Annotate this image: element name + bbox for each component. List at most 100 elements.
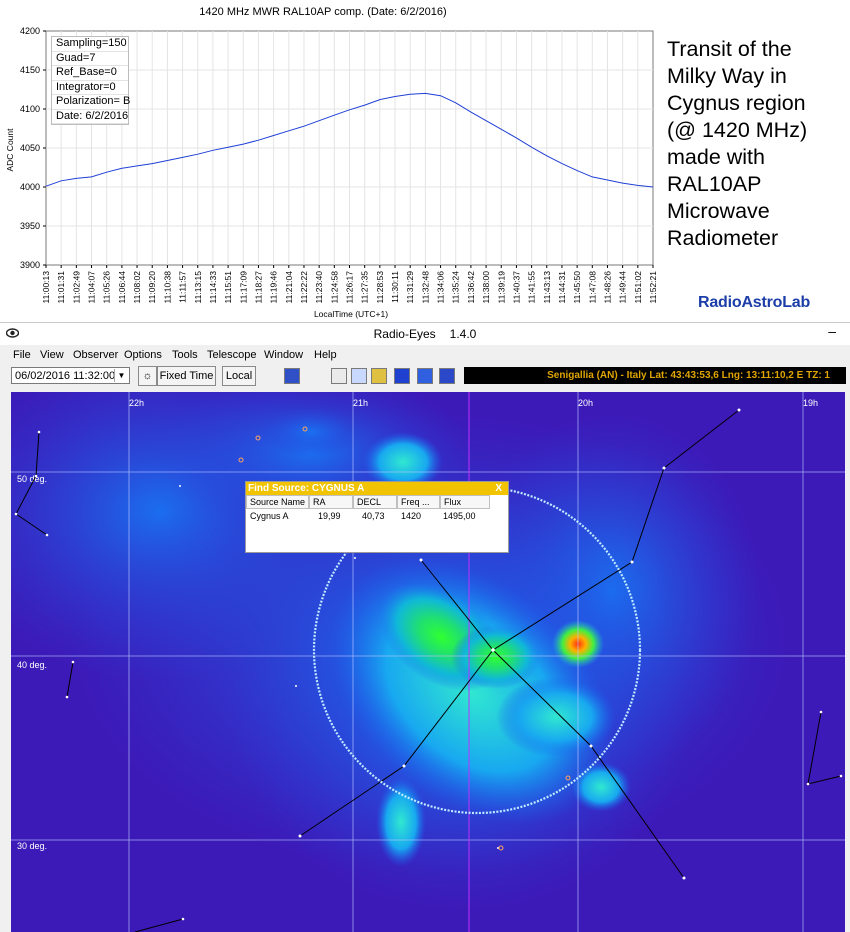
cell-flux: 1495,00	[443, 511, 476, 521]
x-tick-label: 11:22:22	[299, 271, 309, 304]
app-eye-icon[interactable]	[6, 327, 19, 339]
table-row[interactable]: Cygnus A 19,99 40,73 1420 1495,00	[246, 509, 508, 523]
y-tick-label: 4100	[20, 104, 40, 114]
x-tick-label: 11:02:49	[71, 271, 81, 304]
dec-label-30: 30 deg.	[17, 841, 47, 851]
x-tick-label: 11:49:44	[618, 271, 628, 304]
radioastrolab-logo: RadioAstroLab	[698, 294, 810, 312]
toolbar: 06/02/2016 11:32:00 ▼ ☼ Fixed Time Local…	[0, 366, 850, 390]
sky-map[interactable]: 22h 21h 20h 19h 50 deg. 40 deg. 30 deg.	[11, 392, 845, 932]
x-tick-label: 11:38:00	[481, 271, 491, 304]
caption-text: Transit of the Milky Way in Cygnus regio…	[667, 37, 808, 250]
chart-title: 1420 MHz MWR RAL10AP comp. (Date: 6/2/20…	[199, 6, 446, 18]
col-ra[interactable]: RA	[309, 495, 353, 509]
emission-map	[11, 392, 845, 932]
globe-icon[interactable]	[439, 368, 455, 384]
grid-icon[interactable]	[371, 368, 387, 384]
param-sampling: Sampling=150	[52, 37, 128, 52]
sky-map-canvas[interactable]: 22h 21h 20h 19h 50 deg. 40 deg. 30 deg.	[11, 392, 845, 932]
ra-label-22h: 22h	[129, 398, 144, 408]
x-tick-label: 11:52:21	[648, 271, 658, 304]
x-tick-label: 11:44:31	[557, 271, 567, 304]
x-tick-label: 11:36:42	[466, 271, 476, 304]
sky-view-icon[interactable]	[394, 368, 410, 384]
x-tick-label: 11:06:44	[117, 271, 127, 304]
x-tick-label: 11:05:26	[102, 271, 112, 304]
undo-icon[interactable]	[331, 368, 347, 384]
y-tick-label: 4000	[20, 182, 40, 192]
x-tick-label: 11:10:38	[162, 271, 172, 304]
cell-decl: 40,73	[362, 511, 385, 521]
target-icon[interactable]	[351, 368, 367, 384]
menu-telescope[interactable]: Telescope	[207, 349, 257, 361]
x-tick-label: 11:51:02	[633, 271, 643, 304]
menu-help[interactable]: Help	[314, 349, 337, 361]
x-tick-label: 11:43:13	[542, 271, 552, 304]
title-bar: Radio-Eyes 1.4.0 –	[0, 323, 850, 345]
y-axis-label: ADC Count	[5, 128, 15, 172]
x-tick-label: 11:34:06	[436, 271, 446, 304]
y-axis-ticks: 4200 4150 4100 4050 4000 3950 3900	[20, 26, 46, 270]
x-tick-label: 11:18:27	[253, 271, 263, 304]
col-source-name[interactable]: Source Name	[246, 495, 309, 509]
datetime-select[interactable]: 06/02/2016 11:32:00 ▼	[11, 367, 130, 384]
x-tick-label: 11:09:20	[147, 271, 157, 304]
ra-label-21h: 21h	[353, 398, 368, 408]
find-source-title-bar[interactable]: Find Source: CYGNUS A X	[246, 482, 508, 495]
x-tick-label: 11:01:31	[56, 271, 66, 304]
datetime-value: 06/02/2016 11:32:00	[15, 370, 116, 382]
close-icon[interactable]: X	[495, 483, 502, 494]
menu-options[interactable]: Options	[124, 349, 162, 361]
param-ref-base: Ref_Base=0	[52, 66, 128, 81]
app-version: 1.4.0	[449, 327, 477, 341]
fixed-time-button[interactable]: Fixed Time	[157, 366, 216, 386]
col-decl[interactable]: DECL	[353, 495, 397, 509]
dec-label-40: 40 deg.	[17, 660, 47, 670]
logo-part-2: Lab	[782, 294, 811, 311]
logo-part-1: RadioAstro	[698, 294, 783, 311]
x-tick-label: 11:26:17	[345, 271, 355, 304]
menu-observer[interactable]: Observer	[73, 349, 119, 361]
chart-icon[interactable]	[417, 368, 433, 384]
col-flux[interactable]: Flux	[440, 495, 490, 509]
find-source-dialog: Find Source: CYGNUS A X Source Name RA D…	[245, 481, 509, 553]
find-source-header: Source Name RA DECL Freq ... Flux	[246, 495, 508, 509]
x-tick-label: 11:13:15	[193, 271, 203, 304]
window-title: Radio-Eyes 1.4.0	[0, 327, 850, 341]
x-tick-label: 11:28:53	[375, 271, 385, 304]
x-tick-label: 11:00:13	[41, 271, 51, 304]
x-tick-label: 11:17:09	[238, 271, 248, 304]
ra-label-19h: 19h	[803, 398, 818, 408]
telescope-icon[interactable]	[284, 368, 300, 384]
app-name: Radio-Eyes	[373, 327, 436, 341]
sun-icon[interactable]: ☼	[138, 366, 157, 386]
menu-tools[interactable]: Tools	[172, 349, 198, 361]
source-markers	[238, 426, 571, 851]
menu-window[interactable]: Window	[264, 349, 304, 361]
menu-file[interactable]: File	[13, 349, 31, 361]
cell-ra: 19,99	[318, 511, 341, 521]
x-tick-label: 11:32:48	[420, 271, 430, 304]
x-tick-label: 11:14:33	[208, 271, 218, 304]
cell-freq: 1420	[401, 511, 422, 521]
location-status: Senigallia (AN) - Italy Lat: 43:43:53,6 …	[464, 367, 846, 384]
radiometer-chart: 1420 MHz MWR RAL10AP comp. (Date: 6/2/20…	[0, 0, 850, 320]
y-tick-label: 4050	[20, 143, 40, 153]
param-polarization: Polarization= B	[52, 95, 130, 110]
local-button[interactable]: Local	[222, 366, 256, 386]
series-line	[45, 92, 654, 188]
x-tick-label: 11:15:51	[223, 271, 233, 304]
y-tick-label: 4150	[20, 65, 40, 75]
coordinate-grid	[11, 392, 845, 932]
param-guad: Guad=7	[52, 52, 128, 66]
x-tick-label: 11:48:26	[602, 271, 612, 304]
radio-eyes-window: Radio-Eyes 1.4.0 – File View Observer Opt…	[0, 322, 850, 932]
x-tick-label: 11:35:24	[451, 271, 461, 304]
chevron-down-icon[interactable]: ▼	[114, 369, 128, 382]
col-freq[interactable]: Freq ...	[397, 495, 440, 509]
chart-grid	[45, 30, 654, 266]
x-tick-label: 11:30:11	[390, 271, 400, 303]
minimize-button[interactable]: –	[828, 323, 836, 339]
menu-view[interactable]: View	[40, 349, 64, 361]
x-tick-label: 11:45:50	[572, 271, 582, 304]
